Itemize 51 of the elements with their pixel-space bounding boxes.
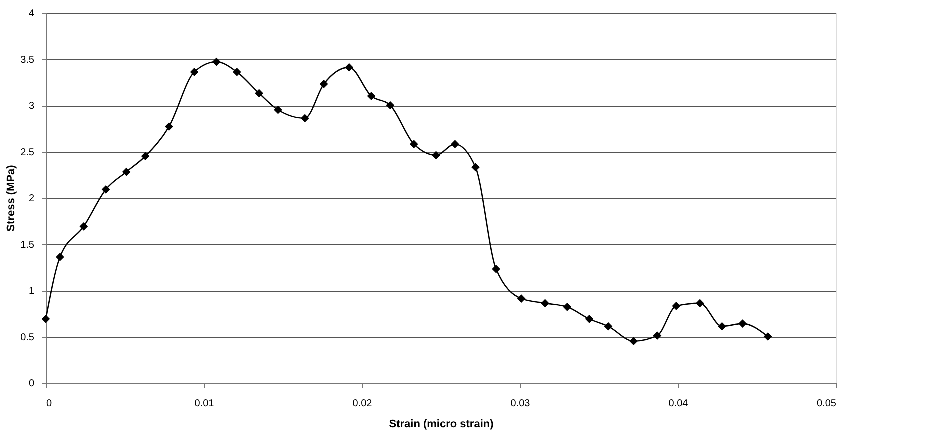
- x-axis-title: Strain (micro strain): [389, 418, 494, 430]
- point: [738, 320, 747, 328]
- point: [653, 332, 662, 340]
- y-tick-label: 0: [28, 378, 35, 390]
- y-tick-label: 4: [28, 8, 35, 20]
- point: [80, 222, 88, 231]
- x-tick-label: 0.03: [510, 398, 531, 410]
- y-tick-label: 1.5: [20, 240, 35, 251]
- point: [492, 265, 500, 274]
- point: [190, 68, 199, 76]
- y-tick-label: 2.5: [20, 147, 35, 158]
- point: [345, 63, 354, 72]
- point: [764, 332, 772, 341]
- point: [320, 80, 328, 88]
- y-tick-label: 3: [28, 101, 35, 112]
- point: [541, 299, 550, 308]
- point: [451, 140, 460, 149]
- point: [274, 106, 282, 114]
- point: [585, 314, 594, 324]
- point: [102, 185, 110, 194]
- y-tick-label: 3.5: [20, 54, 35, 66]
- x-tick-label: 0.04: [668, 398, 689, 410]
- point: [300, 114, 310, 123]
- point: [718, 322, 726, 331]
- point: [165, 122, 174, 131]
- x-tick-label: 0.05: [817, 398, 837, 410]
- y-tick-label: 0.5: [20, 332, 35, 344]
- point: [141, 152, 150, 161]
- point: [122, 168, 131, 176]
- x-tick-label: 0.02: [352, 398, 373, 410]
- point: [410, 140, 418, 149]
- point: [367, 92, 376, 100]
- point: [517, 294, 526, 304]
- point: [42, 314, 50, 324]
- point: [386, 101, 395, 110]
- point: [56, 253, 64, 262]
- point: [630, 337, 638, 346]
- point: [563, 302, 572, 312]
- point: [212, 58, 221, 66]
- y-tick-label: 2: [28, 194, 35, 204]
- point: [432, 151, 440, 160]
- y-tick-label: 1: [28, 286, 35, 297]
- point: [472, 163, 480, 172]
- point: [672, 302, 681, 310]
- x-tick-label: 0: [46, 398, 52, 410]
- point: [255, 89, 264, 98]
- x-tick-label: 0.01: [194, 398, 215, 410]
- point: [232, 68, 242, 76]
- point: [696, 299, 704, 308]
- point: [604, 322, 613, 331]
- y-axis-title: Stress (MPa): [6, 164, 18, 232]
